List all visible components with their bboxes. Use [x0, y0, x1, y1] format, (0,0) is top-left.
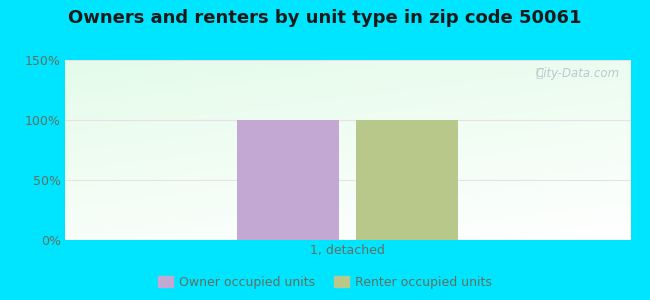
Legend: Owner occupied units, Renter occupied units: Owner occupied units, Renter occupied un…	[153, 271, 497, 294]
Text: Owners and renters by unit type in zip code 50061: Owners and renters by unit type in zip c…	[68, 9, 582, 27]
Bar	[237, 120, 339, 240]
Text: Ⓜ: Ⓜ	[536, 67, 543, 80]
Text: City-Data.com: City-Data.com	[535, 67, 619, 80]
Bar	[356, 120, 458, 240]
